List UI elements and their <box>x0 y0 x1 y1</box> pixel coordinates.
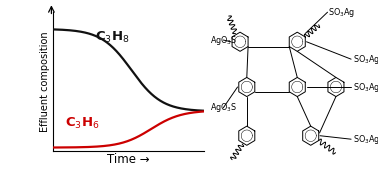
Text: C$_3$H$_6$: C$_3$H$_6$ <box>65 116 99 131</box>
Y-axis label: Effluent composition: Effluent composition <box>40 31 50 132</box>
X-axis label: Time →: Time → <box>107 153 150 166</box>
Text: AgO$_3$S: AgO$_3$S <box>210 101 237 114</box>
Text: SO$_3$Ag: SO$_3$Ag <box>327 6 355 19</box>
Text: SO$_3$Ag: SO$_3$Ag <box>353 81 378 93</box>
Text: C$_3$H$_8$: C$_3$H$_8$ <box>95 30 130 45</box>
Text: AgO$_3$S: AgO$_3$S <box>210 34 237 46</box>
Text: SO$_3$Ag: SO$_3$Ag <box>353 133 378 146</box>
Text: SO$_3$Ag: SO$_3$Ag <box>353 53 378 66</box>
